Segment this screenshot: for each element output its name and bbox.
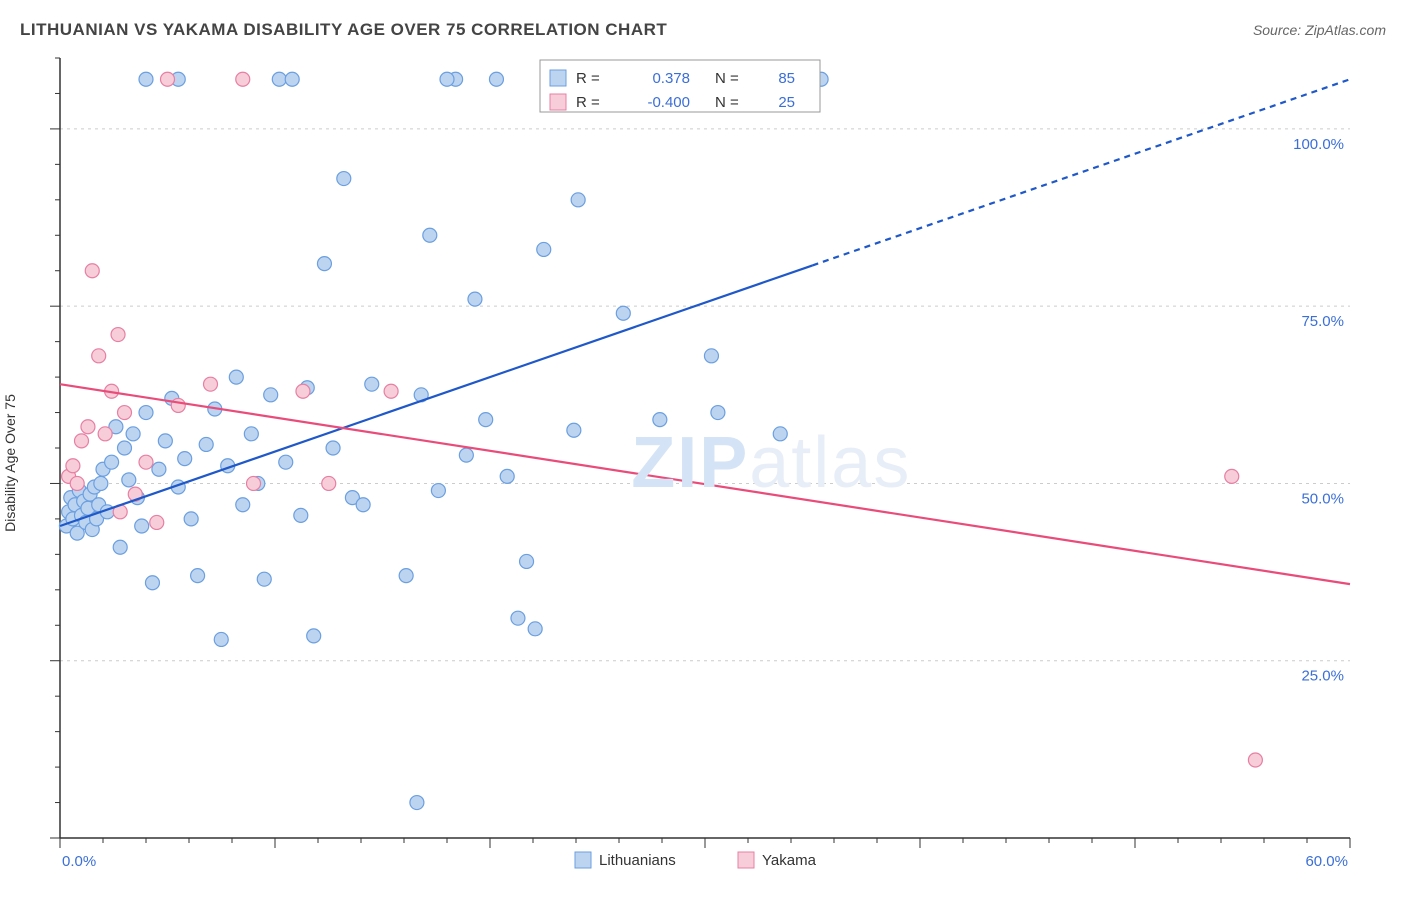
scatter-point bbox=[113, 540, 127, 554]
scatter-point bbox=[145, 576, 159, 590]
scatter-point bbox=[257, 572, 271, 586]
legend-series: Lithuanians Yakama bbox=[575, 852, 817, 869]
chart-container: Disability Age Over 75 ZIPatlas 25.0%50.… bbox=[20, 48, 1386, 878]
svg-text:75.0%: 75.0% bbox=[1301, 313, 1344, 330]
svg-text:25.0%: 25.0% bbox=[1301, 668, 1344, 685]
scatter-point bbox=[135, 519, 149, 533]
legend-stats: R = 0.378 N = 85 R = -0.400 N = 25 bbox=[540, 60, 820, 112]
scatter-point bbox=[150, 515, 164, 529]
scatter-point bbox=[118, 441, 132, 455]
scatter-point bbox=[440, 72, 454, 86]
scatter-point bbox=[479, 413, 493, 427]
scatter-point bbox=[653, 413, 667, 427]
scatter-point bbox=[296, 384, 310, 398]
scatter-point bbox=[326, 441, 340, 455]
scatter-point bbox=[294, 508, 308, 522]
scatter-point bbox=[105, 455, 119, 469]
scatter-point bbox=[571, 193, 585, 207]
scatter-point bbox=[520, 554, 534, 568]
scatter-point bbox=[75, 434, 89, 448]
y-axis-label: Disability Age Over 75 bbox=[2, 394, 18, 532]
scatter-point bbox=[126, 427, 140, 441]
scatter-point bbox=[247, 476, 261, 490]
scatter-point bbox=[537, 242, 551, 256]
scatter-point bbox=[567, 423, 581, 437]
scatter-point bbox=[139, 406, 153, 420]
scatter-point bbox=[616, 306, 630, 320]
scatter-point bbox=[70, 476, 84, 490]
scatter-point bbox=[98, 427, 112, 441]
scatter-point bbox=[1248, 753, 1262, 767]
scatter-point bbox=[337, 172, 351, 186]
scatter-point bbox=[236, 72, 250, 86]
scatter-point bbox=[468, 292, 482, 306]
scatter-point bbox=[111, 328, 125, 342]
scatter-point bbox=[356, 498, 370, 512]
scatter-point bbox=[1225, 469, 1239, 483]
scatter-point bbox=[285, 72, 299, 86]
scatter-point bbox=[399, 569, 413, 583]
scatter-point bbox=[139, 455, 153, 469]
scatter-point bbox=[178, 452, 192, 466]
scatter-point bbox=[94, 476, 108, 490]
chart-title: LITHUANIAN VS YAKAMA DISABILITY AGE OVER… bbox=[20, 20, 667, 40]
scatter-point bbox=[158, 434, 172, 448]
svg-text:Yakama: Yakama bbox=[762, 852, 817, 869]
scatter-point bbox=[191, 569, 205, 583]
trend-line-dashed bbox=[813, 79, 1351, 265]
scatter-point bbox=[236, 498, 250, 512]
scatter-point bbox=[307, 629, 321, 643]
scatter-point bbox=[92, 349, 106, 363]
scatter-point bbox=[431, 484, 445, 498]
scatter-point bbox=[279, 455, 293, 469]
scatter-point bbox=[459, 448, 473, 462]
scatter-point bbox=[204, 377, 218, 391]
scatter-point bbox=[184, 512, 198, 526]
scatter-point bbox=[152, 462, 166, 476]
svg-text:Lithuanians: Lithuanians bbox=[599, 852, 676, 869]
scatter-point bbox=[500, 469, 514, 483]
scatter-point bbox=[528, 622, 542, 636]
svg-text:85: 85 bbox=[778, 70, 795, 87]
svg-text:50.0%: 50.0% bbox=[1301, 490, 1344, 507]
scatter-point bbox=[229, 370, 243, 384]
scatter-point bbox=[214, 632, 228, 646]
scatter-point bbox=[365, 377, 379, 391]
scatter-point bbox=[704, 349, 718, 363]
scatter-point bbox=[199, 437, 213, 451]
scatter-point bbox=[122, 473, 136, 487]
scatter-point bbox=[322, 476, 336, 490]
scatter-point bbox=[384, 384, 398, 398]
svg-text:N =: N = bbox=[715, 94, 739, 111]
scatter-chart: 25.0% 50.0% 75.0% 100.0% 0.0% 60.0% R = 0.378 N … bbox=[20, 48, 1386, 878]
chart-source: Source: ZipAtlas.com bbox=[1253, 22, 1386, 38]
scatter-point bbox=[272, 72, 286, 86]
scatter-point bbox=[81, 420, 95, 434]
svg-text:25: 25 bbox=[778, 94, 795, 111]
svg-text:0.0%: 0.0% bbox=[62, 853, 96, 870]
scatter-point bbox=[118, 406, 132, 420]
scatter-point bbox=[410, 796, 424, 810]
svg-text:-0.400: -0.400 bbox=[647, 94, 690, 111]
svg-text:60.0%: 60.0% bbox=[1305, 853, 1348, 870]
scatter-point bbox=[264, 388, 278, 402]
scatter-point bbox=[244, 427, 258, 441]
scatter-point bbox=[423, 228, 437, 242]
svg-text:R =: R = bbox=[576, 70, 600, 87]
scatter-point bbox=[85, 264, 99, 278]
scatter-point bbox=[171, 398, 185, 412]
chart-header: LITHUANIAN VS YAKAMA DISABILITY AGE OVER… bbox=[20, 20, 1386, 40]
svg-text:100.0%: 100.0% bbox=[1293, 136, 1344, 153]
svg-text:R =: R = bbox=[576, 94, 600, 111]
scatter-point bbox=[317, 257, 331, 271]
scatter-point bbox=[711, 406, 725, 420]
scatter-point bbox=[489, 72, 503, 86]
svg-text:0.378: 0.378 bbox=[652, 70, 690, 87]
svg-text:N =: N = bbox=[715, 70, 739, 87]
scatter-point bbox=[773, 427, 787, 441]
scatter-point bbox=[161, 72, 175, 86]
scatter-point bbox=[511, 611, 525, 625]
scatter-point bbox=[66, 459, 80, 473]
scatter-point bbox=[139, 72, 153, 86]
